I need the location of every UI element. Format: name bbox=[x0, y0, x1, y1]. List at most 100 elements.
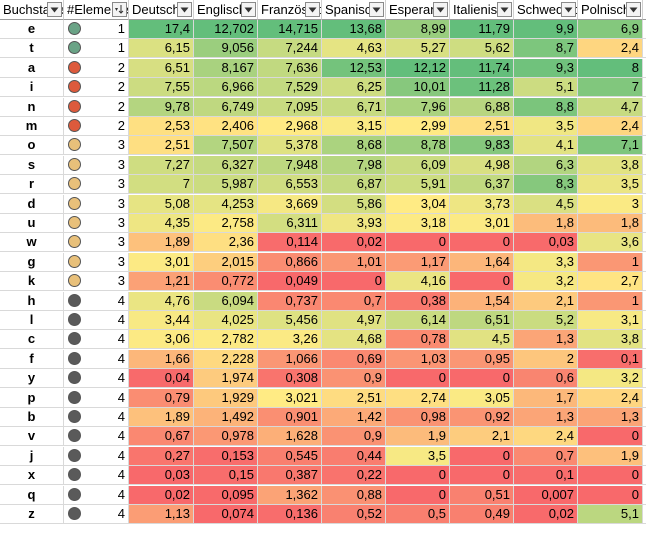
column-header-4[interactable]: Französisch bbox=[258, 0, 322, 20]
frequency-cell[interactable]: 0,1 bbox=[514, 466, 578, 486]
frequency-cell[interactable]: 4,35 bbox=[129, 214, 194, 233]
element-count-cell[interactable]: 1 bbox=[64, 39, 129, 59]
frequency-cell[interactable]: 1,54 bbox=[450, 291, 514, 311]
frequency-cell[interactable]: 0,9 bbox=[322, 369, 386, 389]
letter-cell[interactable]: w bbox=[0, 233, 64, 253]
frequency-cell[interactable]: 0,545 bbox=[258, 446, 322, 466]
frequency-cell[interactable]: 0 bbox=[386, 466, 450, 486]
frequency-cell[interactable]: 6,37 bbox=[450, 175, 514, 195]
element-count-cell[interactable]: 4 bbox=[64, 466, 129, 486]
filter-dropdown-icon[interactable] bbox=[369, 2, 384, 17]
frequency-cell[interactable]: 0,92 bbox=[450, 408, 514, 427]
frequency-cell[interactable]: 11,74 bbox=[450, 58, 514, 78]
frequency-cell[interactable]: 5,987 bbox=[194, 175, 258, 195]
frequency-cell[interactable]: 3,5 bbox=[578, 175, 643, 195]
frequency-cell[interactable]: 4,025 bbox=[194, 311, 258, 330]
frequency-cell[interactable]: 4,5 bbox=[514, 194, 578, 214]
letter-cell[interactable]: n bbox=[0, 97, 64, 117]
frequency-cell[interactable]: 3,021 bbox=[258, 388, 322, 408]
frequency-cell[interactable]: 7,27 bbox=[129, 155, 194, 175]
frequency-cell[interactable]: 2,406 bbox=[194, 117, 258, 136]
frequency-cell[interactable]: 0,02 bbox=[514, 505, 578, 524]
frequency-cell[interactable]: 4,76 bbox=[129, 291, 194, 311]
frequency-cell[interactable]: 3,05 bbox=[450, 388, 514, 408]
frequency-cell[interactable]: 0,114 bbox=[258, 233, 322, 253]
frequency-cell[interactable]: 6,3 bbox=[514, 155, 578, 175]
letter-cell[interactable]: d bbox=[0, 194, 64, 214]
element-count-cell[interactable]: 2 bbox=[64, 97, 129, 117]
empty-cell[interactable] bbox=[643, 117, 646, 136]
element-count-cell[interactable]: 4 bbox=[64, 311, 129, 330]
frequency-cell[interactable]: 0,6 bbox=[514, 369, 578, 389]
element-count-cell[interactable]: 2 bbox=[64, 58, 129, 78]
frequency-cell[interactable]: 1,03 bbox=[386, 349, 450, 369]
frequency-cell[interactable]: 6,9 bbox=[578, 20, 643, 39]
frequency-cell[interactable]: 0 bbox=[450, 233, 514, 253]
frequency-cell[interactable]: 0,38 bbox=[386, 291, 450, 311]
frequency-cell[interactable]: 9,78 bbox=[129, 97, 194, 117]
frequency-cell[interactable]: 11,79 bbox=[450, 20, 514, 39]
element-count-cell[interactable]: 2 bbox=[64, 78, 129, 98]
frequency-cell[interactable]: 12,702 bbox=[194, 20, 258, 39]
letter-cell[interactable]: o bbox=[0, 136, 64, 156]
letter-cell[interactable]: y bbox=[0, 369, 64, 389]
frequency-cell[interactable]: 2 bbox=[514, 349, 578, 369]
letter-cell[interactable]: s bbox=[0, 155, 64, 175]
letter-cell[interactable]: g bbox=[0, 252, 64, 272]
frequency-cell[interactable]: 0,95 bbox=[450, 349, 514, 369]
frequency-cell[interactable]: 0,67 bbox=[129, 427, 194, 447]
frequency-cell[interactable]: 12,53 bbox=[322, 58, 386, 78]
frequency-cell[interactable]: 1,17 bbox=[386, 252, 450, 272]
frequency-cell[interactable]: 0,153 bbox=[194, 446, 258, 466]
empty-cell[interactable] bbox=[643, 59, 646, 78]
frequency-cell[interactable]: 7,636 bbox=[258, 58, 322, 78]
frequency-cell[interactable]: 0 bbox=[386, 369, 450, 389]
empty-cell[interactable] bbox=[643, 20, 646, 39]
frequency-cell[interactable]: 2,4 bbox=[578, 117, 643, 136]
letter-cell[interactable]: z bbox=[0, 505, 64, 524]
empty-cell[interactable] bbox=[643, 195, 646, 214]
frequency-cell[interactable]: 3,3 bbox=[514, 252, 578, 272]
frequency-cell[interactable]: 7,529 bbox=[258, 78, 322, 98]
frequency-cell[interactable]: 8,8 bbox=[514, 97, 578, 117]
empty-cell[interactable] bbox=[643, 486, 646, 505]
empty-cell[interactable] bbox=[643, 330, 646, 350]
frequency-cell[interactable]: 4,7 bbox=[578, 97, 643, 117]
frequency-cell[interactable]: 0,78 bbox=[386, 330, 450, 350]
empty-cell[interactable] bbox=[643, 214, 646, 233]
column-header-0[interactable]: Buchstabe bbox=[0, 0, 64, 20]
frequency-cell[interactable]: 1,362 bbox=[258, 485, 322, 505]
empty-cell[interactable] bbox=[643, 253, 646, 272]
frequency-cell[interactable]: 7,095 bbox=[258, 97, 322, 117]
frequency-cell[interactable]: 6,09 bbox=[386, 155, 450, 175]
frequency-cell[interactable]: 5,1 bbox=[578, 505, 643, 524]
frequency-cell[interactable]: 6,25 bbox=[322, 78, 386, 98]
frequency-cell[interactable]: 8,68 bbox=[322, 136, 386, 156]
frequency-cell[interactable]: 0,901 bbox=[258, 408, 322, 427]
frequency-cell[interactable]: 3,44 bbox=[129, 311, 194, 330]
element-count-cell[interactable]: 4 bbox=[64, 446, 129, 466]
frequency-cell[interactable]: 8,7 bbox=[514, 39, 578, 59]
frequency-cell[interactable]: 2,51 bbox=[450, 117, 514, 136]
frequency-cell[interactable]: 1,42 bbox=[322, 408, 386, 427]
empty-cell[interactable] bbox=[643, 427, 646, 447]
column-header-8[interactable]: Schwedisch bbox=[514, 0, 578, 20]
frequency-cell[interactable]: 0 bbox=[450, 446, 514, 466]
letter-cell[interactable]: f bbox=[0, 349, 64, 369]
frequency-cell[interactable]: 8 bbox=[578, 58, 643, 78]
frequency-cell[interactable]: 2,53 bbox=[129, 117, 194, 136]
frequency-cell[interactable]: 4,98 bbox=[450, 155, 514, 175]
letter-cell[interactable]: v bbox=[0, 427, 64, 447]
frequency-cell[interactable]: 5,1 bbox=[514, 78, 578, 98]
frequency-cell[interactable]: 9,83 bbox=[450, 136, 514, 156]
element-count-cell[interactable]: 3 bbox=[64, 136, 129, 156]
frequency-cell[interactable]: 0,049 bbox=[258, 272, 322, 292]
empty-cell[interactable] bbox=[643, 175, 646, 195]
frequency-cell[interactable]: 0,52 bbox=[322, 505, 386, 524]
empty-cell[interactable] bbox=[643, 39, 646, 59]
frequency-cell[interactable]: 0 bbox=[578, 427, 643, 447]
frequency-cell[interactable]: 6,966 bbox=[194, 78, 258, 98]
frequency-cell[interactable]: 0 bbox=[450, 272, 514, 292]
frequency-cell[interactable]: 0,7 bbox=[322, 291, 386, 311]
frequency-cell[interactable]: 2,4 bbox=[514, 427, 578, 447]
